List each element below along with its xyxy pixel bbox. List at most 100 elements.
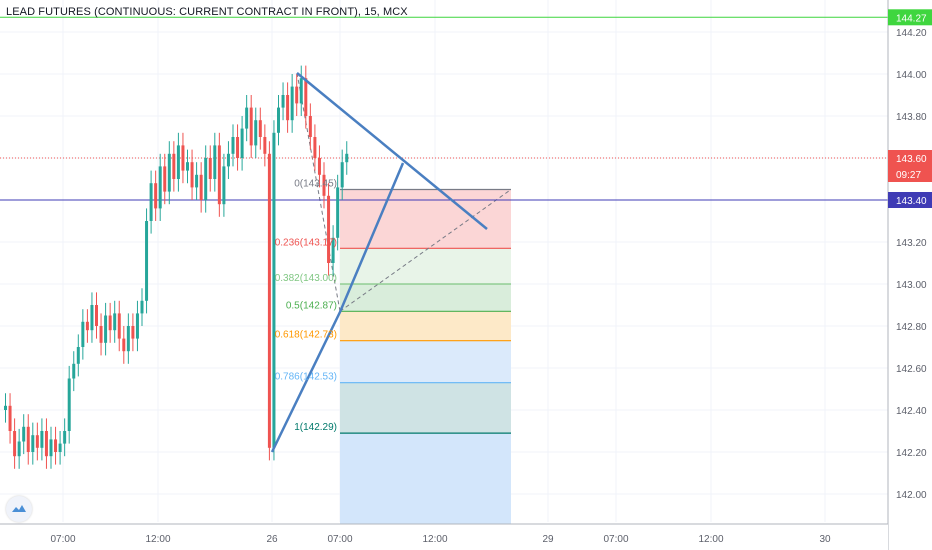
candle-body [290, 86, 294, 121]
candle-body [49, 439, 53, 457]
candle-body [131, 326, 135, 339]
candle-body [99, 326, 103, 343]
candle-body [95, 305, 98, 326]
chart-title: LEAD FUTURES (CONTINUOUS: CURRENT CONTRA… [6, 6, 408, 18]
price-tags: 144.27 143.60 09:27 143.40 [888, 9, 932, 208]
candle-body [108, 315, 112, 331]
countdown-label: 09:27 [896, 170, 921, 181]
time-tick-label: 07:00 [50, 534, 75, 545]
price-tag-bg [888, 150, 932, 166]
fib-origin-dashed [296, 72, 341, 312]
candle-body [254, 120, 258, 146]
price-tick-label: 142.80 [896, 322, 927, 333]
candle-body [85, 321, 89, 331]
candle-body [299, 78, 303, 104]
candle-body [336, 187, 340, 238]
candle-body [63, 431, 67, 444]
candle-body [277, 107, 280, 133]
candle-body [281, 95, 285, 108]
candle-body [176, 145, 180, 179]
candle-body [40, 431, 44, 448]
candle-body [222, 166, 226, 205]
trend-line-up [270, 162, 405, 453]
candle-body [231, 137, 235, 154]
candle-body [327, 195, 331, 263]
price-tick-label: 144.00 [896, 70, 927, 81]
candle-body [35, 435, 39, 448]
candle-body [8, 405, 12, 431]
candle-body [76, 347, 80, 364]
price-tick-label: 142.40 [896, 406, 927, 417]
candle-body [313, 137, 317, 158]
fib-zone [340, 340, 511, 383]
price-tick-label: 142.60 [896, 364, 927, 375]
candle-body [181, 145, 185, 171]
candle-body [81, 321, 85, 347]
candle-body [140, 300, 144, 314]
candle-body [149, 183, 153, 221]
time-axis[interactable]: 07:00 12:00 26 07:00 12:00 29 07:00 12:00 30 [0, 523, 888, 550]
candle-body [158, 166, 162, 209]
candle-body [26, 426, 30, 452]
candle-body [104, 315, 108, 343]
price-axis-bg [888, 0, 932, 550]
price-tag-label: 144.27 [896, 13, 927, 24]
candle-body [322, 174, 326, 196]
fib-zone [340, 189, 511, 249]
fib-level-label: 0.382(143.00) [275, 273, 337, 284]
horizontal-lines[interactable] [0, 16, 888, 201]
countdown-tag-bg [888, 166, 932, 182]
candle-body [72, 363, 76, 379]
time-tick-label: 30 [819, 534, 831, 545]
trend-drawings[interactable] [270, 72, 488, 453]
candle-body [236, 137, 240, 158]
time-axis-bg [0, 524, 888, 550]
price-axis[interactable]: 144.20 144.00 143.80 143.60 143.40 143.20 143.… [887, 0, 932, 550]
candle-body [217, 145, 221, 205]
candle-body [272, 132, 276, 448]
candle-body [67, 378, 71, 431]
candle-body [199, 174, 203, 200]
candle-body [44, 431, 48, 457]
tradingview-logo-icon[interactable] [6, 496, 32, 522]
candle-body [167, 153, 171, 192]
fib-level-label: 0.5(142.87) [286, 300, 337, 311]
candle-body [190, 162, 194, 188]
candle-body [172, 153, 176, 179]
price-tick-label: 142.00 [896, 490, 927, 501]
candle-body [213, 145, 217, 179]
candle-body [22, 426, 26, 442]
candle-body [286, 95, 290, 121]
candle-body [135, 313, 139, 339]
time-tick-label: 26 [266, 534, 278, 545]
candle-body [331, 237, 335, 263]
fib-zone [340, 382, 511, 434]
candle-body [31, 435, 35, 452]
candle-body [17, 441, 21, 457]
price-tick-label: 143.00 [896, 280, 927, 291]
candle-body [113, 313, 117, 331]
fib-zone [340, 248, 511, 284]
time-tick-label: 29 [542, 534, 554, 545]
price-tag-bg [888, 9, 932, 26]
candle-body [90, 305, 94, 331]
price-tick-label: 142.20 [896, 448, 927, 459]
candlestick-series [4, 65, 349, 469]
candle-body [245, 107, 249, 129]
candle-body [340, 162, 344, 188]
candle-body [240, 128, 244, 158]
candle-body [308, 116, 312, 137]
candle-body [58, 443, 62, 452]
candle-body [267, 153, 271, 448]
fibonacci-labels: 0(143.45) 0.236(143.17) 0.382(143.00) 0.5(1… [275, 179, 337, 434]
candle-body [263, 137, 267, 154]
candle-body [163, 166, 167, 192]
fibonacci-retracement[interactable] [296, 72, 512, 524]
time-tick-label: 12:00 [698, 534, 723, 545]
fib-zone [340, 311, 511, 341]
candle-body [154, 183, 158, 209]
candle-body [208, 158, 212, 179]
fib-zone [340, 284, 511, 312]
candle-body [4, 405, 7, 410]
